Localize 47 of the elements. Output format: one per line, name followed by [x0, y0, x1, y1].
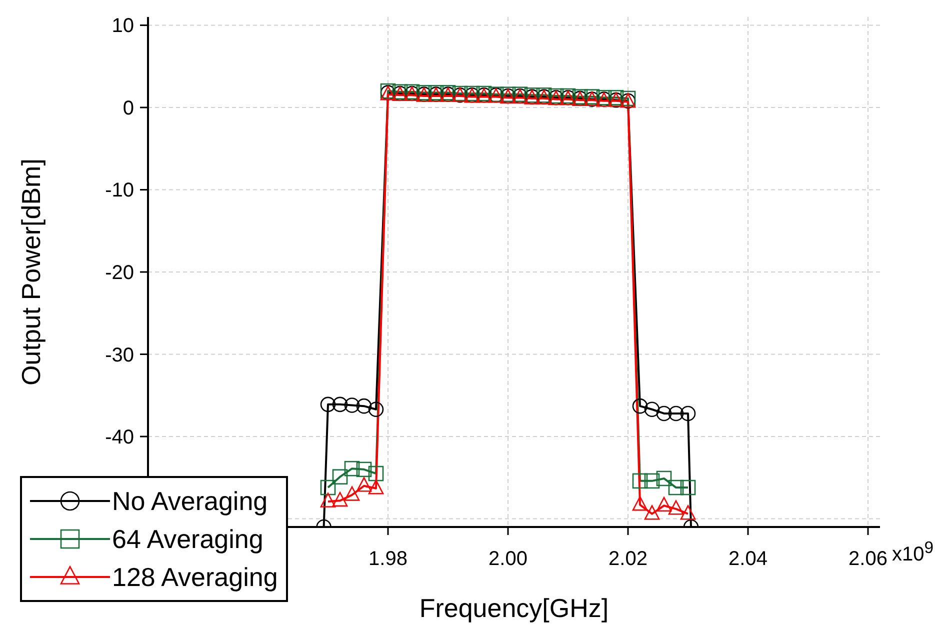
y-tick-label: -40	[105, 426, 134, 449]
point	[320, 492, 336, 508]
y-tick-label: 10	[112, 15, 134, 38]
point	[668, 500, 684, 515]
point	[632, 496, 648, 511]
point	[368, 466, 384, 482]
x-tick-label: 2.06	[848, 548, 888, 570]
point	[644, 473, 660, 489]
point	[656, 406, 672, 422]
point	[632, 473, 648, 489]
y-tick-label: -20	[105, 262, 134, 284]
x-axis-title: Frequency[GHz]	[419, 593, 609, 623]
x-tick-label: 1.98	[368, 548, 408, 570]
point	[332, 396, 348, 412]
legend-label: No Averaging	[112, 486, 268, 516]
y-axis-title: Output Power[dBm]	[16, 158, 46, 386]
y-tick-label: -10	[105, 180, 134, 202]
point	[644, 402, 660, 418]
point	[632, 398, 648, 414]
point	[344, 460, 360, 476]
point	[644, 505, 660, 520]
point	[332, 469, 348, 484]
point	[320, 480, 336, 496]
text: x10$^{9}$	[892, 538, 934, 567]
x-tick-label: 2.04	[728, 548, 768, 570]
point	[668, 406, 684, 422]
point	[356, 477, 372, 492]
point	[368, 480, 384, 494]
y-tick-label: 0	[122, 97, 134, 120]
legend-label: 128 Averaging	[112, 562, 278, 592]
legend-label: 64 Averaging	[112, 524, 264, 554]
point	[656, 496, 672, 512]
point	[344, 486, 360, 501]
point	[356, 398, 372, 414]
point	[680, 406, 696, 422]
point	[668, 480, 684, 496]
point	[332, 492, 348, 507]
x-tick-label: 2.00	[488, 548, 528, 570]
x-tick-label: 2.02	[608, 548, 648, 570]
point	[680, 480, 696, 496]
y-tick-label: -30	[105, 344, 134, 366]
point	[368, 402, 384, 418]
point	[344, 398, 360, 413]
point	[356, 462, 372, 478]
point	[320, 396, 336, 412]
point	[656, 470, 672, 486]
point	[680, 505, 696, 520]
